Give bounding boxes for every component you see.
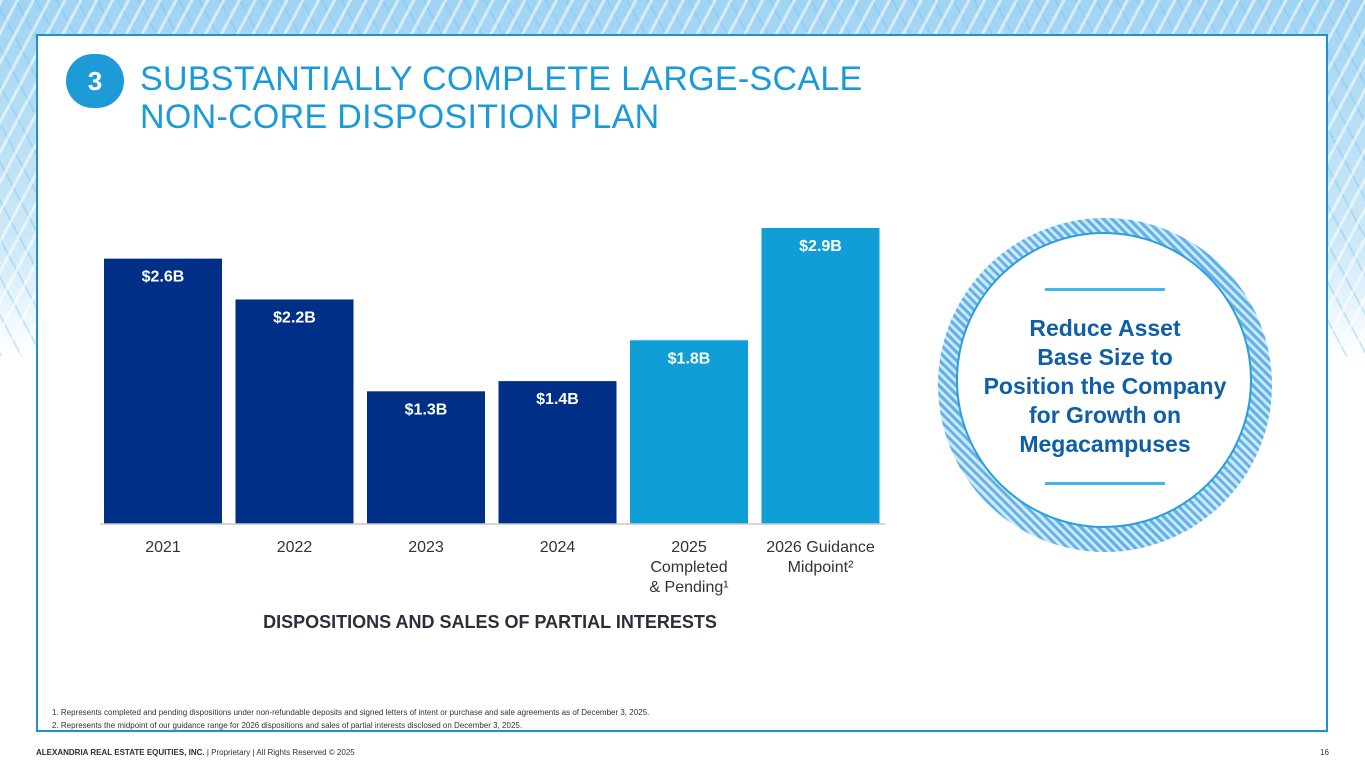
callout-circle (938, 218, 1272, 552)
x-tick-label-5-0: 2026 Guidance (766, 539, 875, 556)
x-tick-label-0-0: 2021 (145, 539, 181, 556)
footer-copyright: ALEXANDRIA REAL ESTATE EQUITIES, INC. | … (36, 748, 355, 757)
bar-value-label-0: $2.6B (142, 269, 185, 286)
bar-2 (367, 391, 485, 524)
bar-3 (498, 381, 617, 524)
callout-line-5: Megacampuses (1019, 431, 1191, 457)
x-tick-label-4-1: Completed (650, 559, 727, 576)
bar-1 (235, 299, 354, 524)
footnotes: 1. Represents completed and pending disp… (52, 706, 649, 732)
x-tick-label-4-2: & Pending¹ (649, 579, 728, 596)
callout-line-3: Position the Company (983, 373, 1227, 399)
footer-company: ALEXANDRIA REAL ESTATE EQUITIES, INC. (36, 748, 205, 757)
bar-value-label-3: $1.4B (536, 391, 579, 408)
bar-4 (630, 340, 748, 524)
footnote-1: 1. Represents completed and pending disp… (52, 708, 650, 717)
title-line-1: SUBSTANTIALLY COMPLETE LARGE-SCALE (140, 60, 863, 98)
callout-bottom-rule (1045, 482, 1165, 485)
bar-value-label-5: $2.9B (799, 238, 842, 255)
section-number-badge: 3 (66, 54, 124, 108)
callout-line-1: Reduce Asset (1029, 315, 1181, 341)
footer-rights: | Proprietary | All Rights Reserved © 20… (204, 748, 355, 757)
bar-value-label-2: $1.3B (405, 401, 448, 418)
page-number: 16 (1320, 748, 1329, 757)
page-title: SUBSTANTIALLY COMPLETE LARGE-SCALE NON-C… (140, 60, 900, 136)
callout-line-2: Base Size to (1037, 344, 1173, 370)
chart-caption: DISPOSITIONS AND SALES OF PARTIAL INTERE… (263, 612, 717, 632)
footnote-2: 2. Represents the midpoint of our guidan… (52, 721, 523, 730)
x-tick-label-4-0: 2025 (671, 539, 707, 556)
callout-text: Reduce Asset Base Size to Position the C… (960, 314, 1250, 459)
x-tick-label-5-1: Midpoint² (788, 559, 854, 576)
x-tick-label-1-0: 2022 (277, 539, 313, 556)
callout-line-4: for Growth on (1028, 402, 1182, 428)
x-tick-label-3-0: 2024 (540, 539, 576, 556)
bar-0 (104, 258, 222, 524)
x-tick-label-2-0: 2023 (408, 539, 444, 556)
callout-top-rule (1045, 288, 1165, 291)
bar-value-label-1: $2.2B (273, 309, 316, 326)
bar-5 (761, 228, 880, 524)
bar-value-label-4: $1.8B (668, 350, 711, 367)
title-line-2: NON-CORE DISPOSITION PLAN (140, 98, 660, 136)
callout-circle-inner (956, 232, 1252, 528)
